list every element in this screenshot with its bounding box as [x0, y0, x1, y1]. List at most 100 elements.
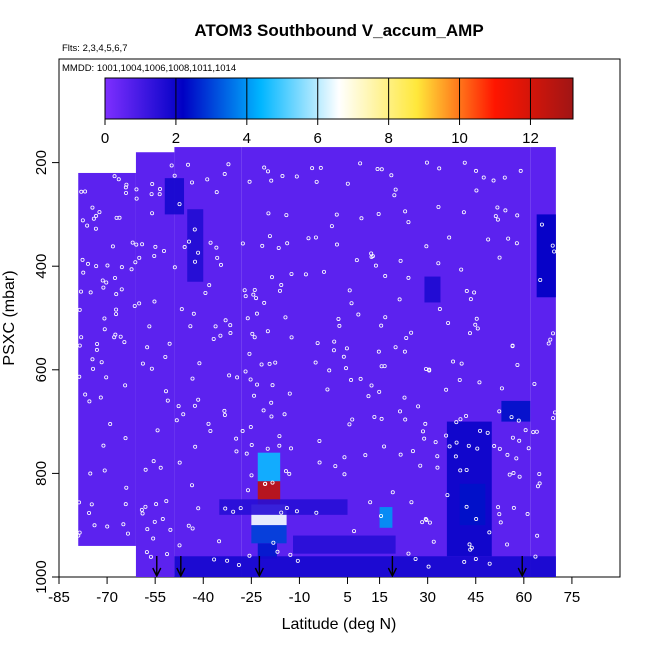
sample-point [453, 454, 458, 459]
sample-point [475, 446, 480, 451]
sample-point [114, 307, 119, 312]
sample-point [208, 240, 213, 245]
sample-point [349, 378, 354, 383]
sample-point [186, 523, 191, 528]
sample-point [487, 530, 492, 535]
colorbar-gradient [104, 77, 574, 120]
sample-point [342, 455, 347, 460]
sample-point [114, 292, 119, 297]
sample-point [267, 361, 272, 366]
sample-point [145, 527, 150, 532]
sample-point [503, 208, 508, 213]
sample-point [424, 160, 429, 165]
sample-point [497, 409, 502, 414]
sample-point [85, 223, 90, 228]
sample-point [234, 449, 239, 454]
sample-point [372, 414, 377, 419]
sample-point [454, 420, 459, 425]
sample-point [149, 192, 154, 197]
x-tick-label: 5 [343, 589, 351, 606]
sample-point [97, 210, 102, 215]
sample-point [393, 187, 398, 192]
sample-point [495, 205, 500, 210]
sample-point [464, 467, 469, 472]
sample-point [122, 340, 127, 345]
sample-point [398, 409, 403, 414]
dates-label: MMDD: 1001,1004,1006,1008,1011,1014 [62, 63, 236, 74]
sample-point [87, 399, 92, 404]
sample-point [285, 241, 290, 246]
sample-point [322, 269, 327, 274]
sample-point [134, 196, 139, 201]
sample-point [104, 375, 109, 380]
x-tick-label: 45 [467, 589, 484, 606]
sample-point [467, 542, 472, 547]
sample-point [144, 550, 149, 555]
sample-point [105, 263, 110, 268]
sample-point [226, 162, 231, 167]
sample-point [514, 241, 519, 246]
heatmap-cell [187, 209, 204, 282]
sample-point [418, 463, 423, 468]
sample-point [147, 324, 152, 329]
sample-point [79, 189, 84, 194]
sample-point [123, 383, 128, 388]
sample-point [196, 506, 201, 511]
sample-point [499, 386, 504, 391]
sample-point [116, 177, 121, 182]
sample-point [377, 389, 382, 394]
sample-point [165, 552, 170, 557]
sample-point [457, 377, 462, 382]
sample-point [435, 454, 440, 459]
sample-point [265, 329, 270, 334]
sample-point [174, 418, 179, 423]
x-tick-label: 75 [564, 589, 581, 606]
sample-point [104, 280, 109, 285]
sample-point [181, 412, 186, 417]
sample-point [99, 360, 104, 365]
sample-point [177, 202, 182, 207]
flight-marker-arrow [176, 556, 186, 578]
sample-point [143, 504, 148, 509]
sample-point [548, 337, 553, 342]
sample-point [228, 331, 233, 336]
sample-point [375, 167, 380, 172]
sample-point [157, 192, 162, 197]
sample-point [347, 288, 352, 293]
sample-point [282, 412, 287, 417]
sample-point [255, 382, 260, 387]
sample-point [515, 213, 520, 218]
sample-point [140, 361, 145, 366]
sample-point [87, 510, 92, 515]
sample-point [423, 421, 428, 426]
sample-point [217, 539, 222, 544]
sample-point [283, 469, 288, 474]
heatmap-cell [164, 178, 185, 215]
colorbar: 0 2 4 6 8 10 12 [101, 77, 574, 147]
sample-point [458, 468, 463, 473]
sample-point [188, 324, 193, 329]
sample-point [81, 270, 86, 275]
sample-point [495, 217, 500, 222]
sample-point [403, 417, 408, 422]
sample-point [215, 255, 220, 260]
sample-point [77, 374, 82, 379]
y-tick-label: 600 [33, 357, 50, 382]
sample-point [243, 294, 248, 299]
sample-point [406, 220, 411, 225]
sample-point [235, 375, 240, 380]
sample-point [406, 275, 411, 280]
sample-point [461, 210, 466, 215]
sample-point [279, 283, 284, 288]
sample-point [164, 389, 169, 394]
sample-point [464, 289, 469, 294]
sample-point [189, 483, 194, 488]
sample-point [251, 292, 256, 297]
sample-point [133, 260, 138, 265]
sample-point [409, 330, 414, 335]
sample-point [317, 438, 322, 443]
sample-point [196, 250, 201, 255]
colorbar-tick-label: 2 [172, 130, 180, 147]
sample-point [94, 347, 99, 352]
